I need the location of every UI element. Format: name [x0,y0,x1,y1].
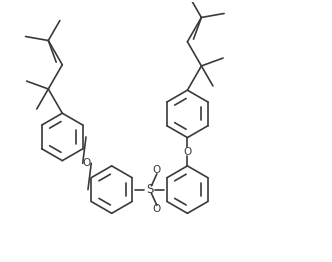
Text: O: O [153,165,161,175]
Text: S: S [146,183,153,196]
Text: O: O [153,204,161,214]
Text: O: O [83,158,91,168]
Text: O: O [183,147,192,157]
